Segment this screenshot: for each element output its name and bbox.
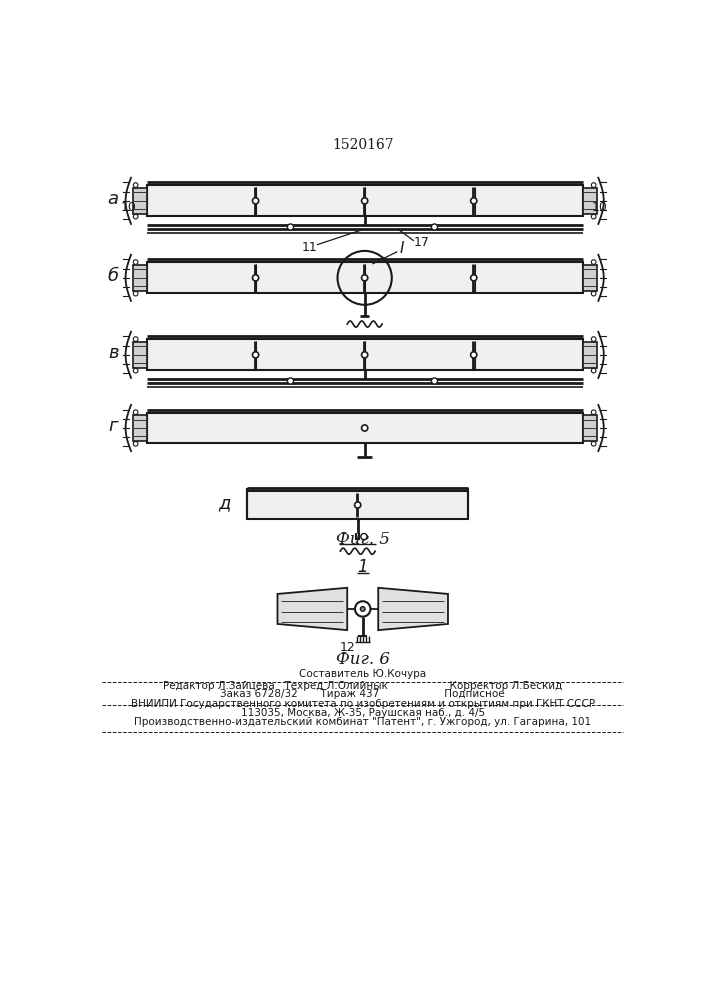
Text: а: а [107, 190, 119, 208]
Circle shape [591, 368, 596, 373]
Circle shape [591, 291, 596, 296]
Bar [583, 265, 597, 291]
Circle shape [361, 425, 368, 431]
Bar [132, 342, 146, 368]
Circle shape [134, 214, 138, 219]
Bar [146, 339, 583, 370]
Bar [247, 491, 468, 519]
Circle shape [252, 198, 259, 204]
Circle shape [361, 607, 365, 611]
Text: 17: 17 [414, 236, 430, 249]
Bar [583, 415, 597, 441]
Text: Редактор Л.Зайцева   Техред Л.Олийнык                   Корректор Л.Бескид: Редактор Л.Зайцева Техред Л.Олийнык Корр… [163, 681, 562, 691]
Circle shape [134, 410, 138, 415]
Bar [583, 342, 597, 368]
Circle shape [431, 378, 438, 384]
Circle shape [471, 275, 477, 281]
Circle shape [287, 378, 293, 384]
Bar [132, 415, 146, 441]
Circle shape [361, 275, 368, 281]
Text: 11: 11 [301, 241, 317, 254]
Text: 12: 12 [339, 641, 355, 654]
Circle shape [287, 224, 293, 230]
Circle shape [591, 214, 596, 219]
Text: 10: 10 [121, 201, 136, 214]
Polygon shape [277, 588, 347, 630]
Text: Составитель Ю.Кочура: Составитель Ю.Кочура [299, 669, 426, 679]
Text: б: б [107, 267, 119, 285]
Bar [132, 188, 146, 214]
Circle shape [134, 291, 138, 296]
Circle shape [134, 441, 138, 446]
Circle shape [134, 337, 138, 341]
Circle shape [591, 410, 596, 415]
Text: ВНИИПИ Государственного комитета по изобретениям и открытиям при ГКНТ СССР: ВНИИПИ Государственного комитета по изоб… [131, 699, 595, 709]
Circle shape [471, 198, 477, 204]
Circle shape [361, 533, 367, 540]
Text: 1520167: 1520167 [332, 138, 394, 152]
Text: Заказ 6728/32       Тираж 437                    Подписное: Заказ 6728/32 Тираж 437 Подписное [221, 689, 505, 699]
Bar [146, 185, 583, 216]
Circle shape [134, 368, 138, 373]
Circle shape [361, 198, 368, 204]
Text: в: в [108, 344, 119, 362]
Circle shape [591, 337, 596, 341]
Text: Фиг. 6: Фиг. 6 [336, 650, 390, 668]
Circle shape [361, 352, 368, 358]
Circle shape [591, 260, 596, 264]
Polygon shape [378, 588, 448, 630]
Bar [146, 262, 583, 293]
Circle shape [355, 502, 361, 508]
Circle shape [591, 441, 596, 446]
Circle shape [471, 352, 477, 358]
Text: г: г [108, 417, 118, 435]
Text: 113035, Москва, Ж-35, Раушская наб., д. 4/5: 113035, Москва, Ж-35, Раушская наб., д. … [240, 708, 485, 718]
Bar [132, 265, 146, 291]
Text: 10: 10 [592, 201, 608, 214]
Text: д: д [218, 494, 230, 512]
Circle shape [431, 224, 438, 230]
Circle shape [252, 352, 259, 358]
Circle shape [355, 601, 370, 617]
Bar [146, 413, 583, 443]
Text: Фиг. 5: Фиг. 5 [336, 531, 390, 548]
Bar [583, 188, 597, 214]
Text: I: I [399, 241, 404, 256]
Circle shape [591, 183, 596, 187]
Text: Производственно-издательский комбинат "Патент", г. Ужгород, ул. Гагарина, 101: Производственно-издательский комбинат "П… [134, 717, 591, 727]
Circle shape [134, 183, 138, 187]
Circle shape [134, 260, 138, 264]
Circle shape [252, 275, 259, 281]
Text: 1: 1 [358, 558, 368, 576]
